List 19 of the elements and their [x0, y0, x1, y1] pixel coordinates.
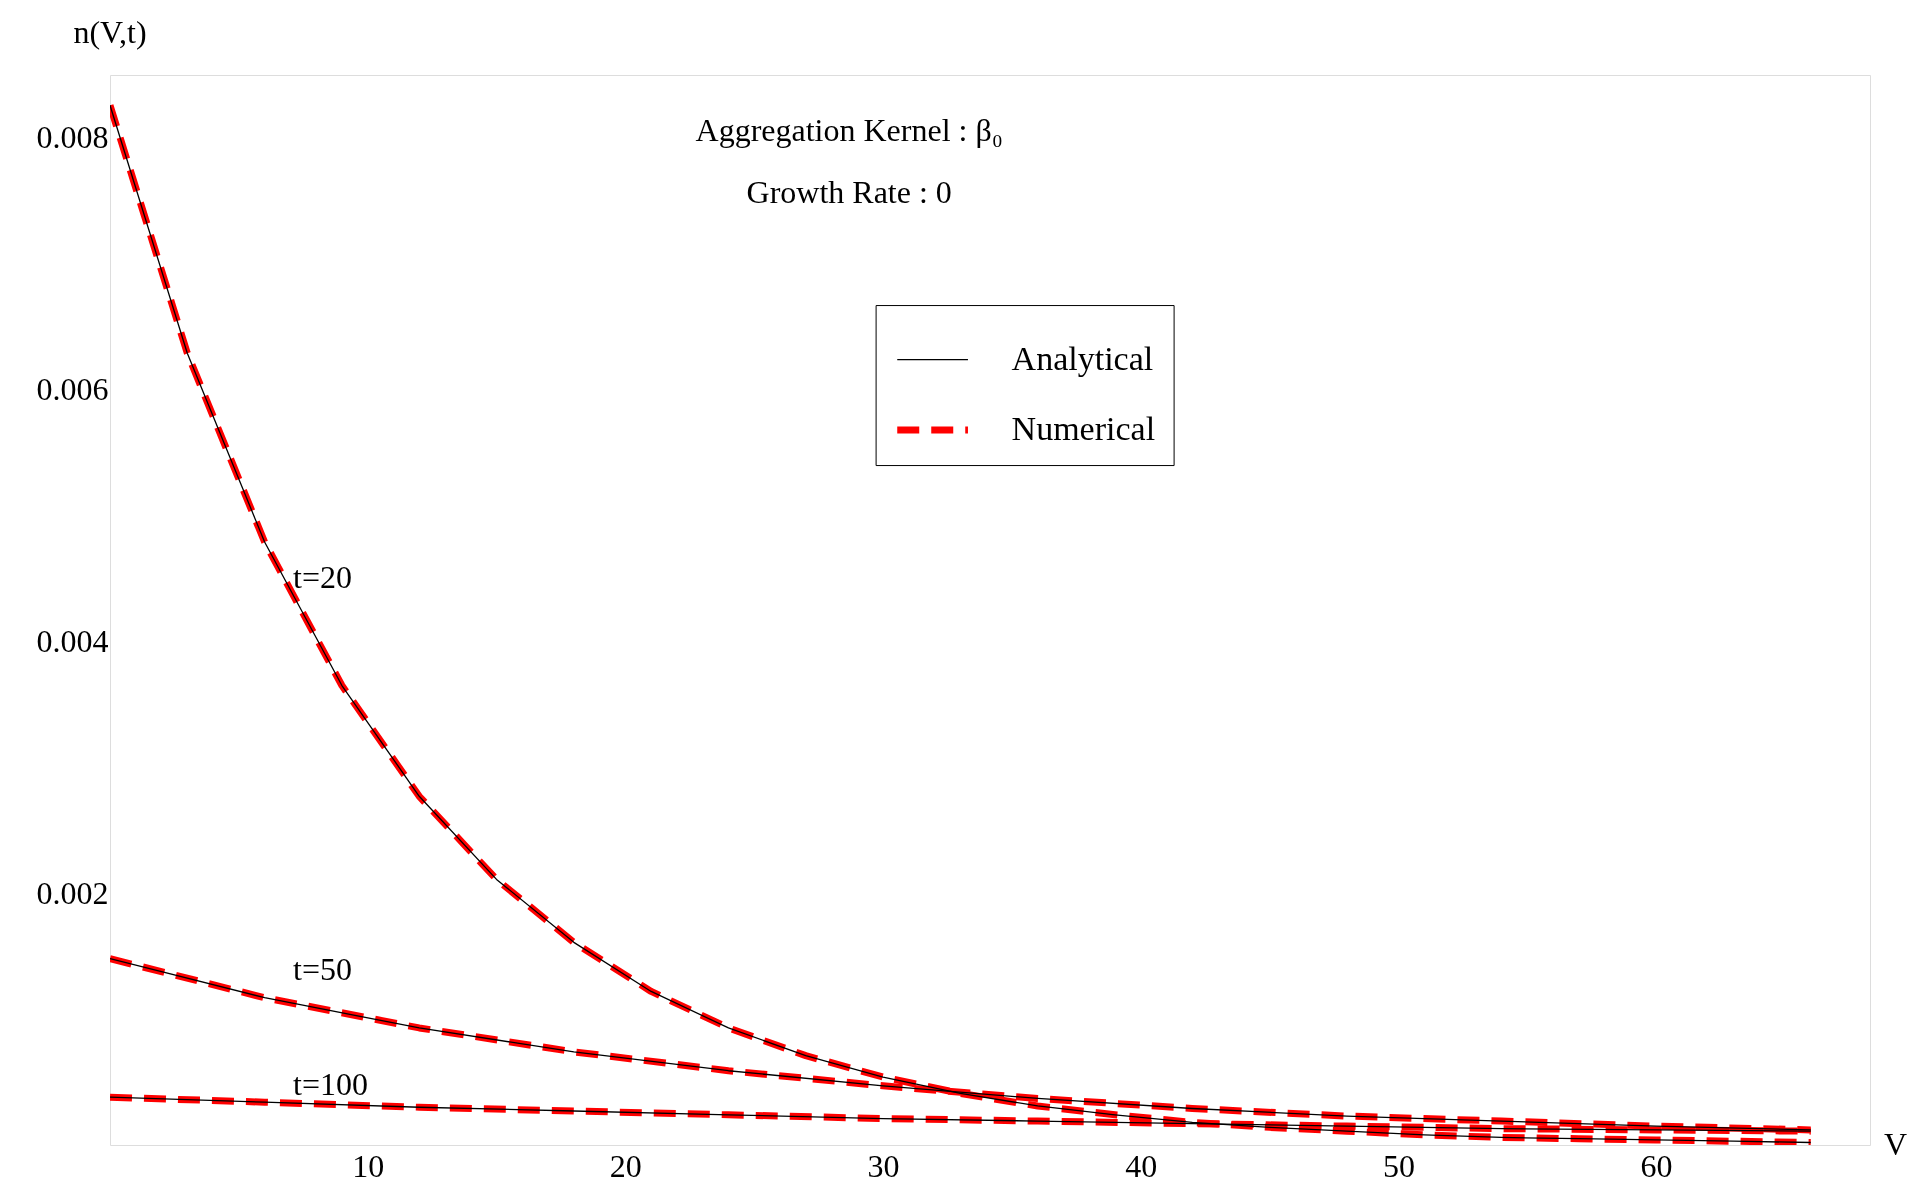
y-tick-label: 0.002: [36, 874, 109, 911]
annotation: t=20: [293, 558, 352, 595]
legend-label: Numerical: [1011, 410, 1156, 448]
y-tick-label: 0.006: [36, 371, 109, 408]
x-tick-label: 20: [609, 1147, 642, 1184]
text: Growth Rate : 0: [746, 174, 952, 210]
y-tick-label: 0.004: [36, 622, 109, 659]
x-tick-label: 10: [352, 1147, 385, 1184]
x-axis-title: V: [1884, 1126, 1908, 1162]
legend-label: Analytical: [1011, 339, 1154, 377]
x-tick-label: 40: [1125, 1147, 1158, 1184]
x-tick-label: 60: [1640, 1147, 1673, 1184]
annotation: t=100: [293, 1066, 368, 1103]
y-tick-label: 0.008: [36, 119, 109, 156]
text: Aggregation Kernel : β₀: [695, 112, 1003, 148]
annotation: t=50: [293, 950, 352, 987]
x-tick-label: 30: [867, 1147, 900, 1184]
x-tick-label: 50: [1382, 1147, 1415, 1184]
y-axis-title: n(V,t): [73, 14, 147, 50]
